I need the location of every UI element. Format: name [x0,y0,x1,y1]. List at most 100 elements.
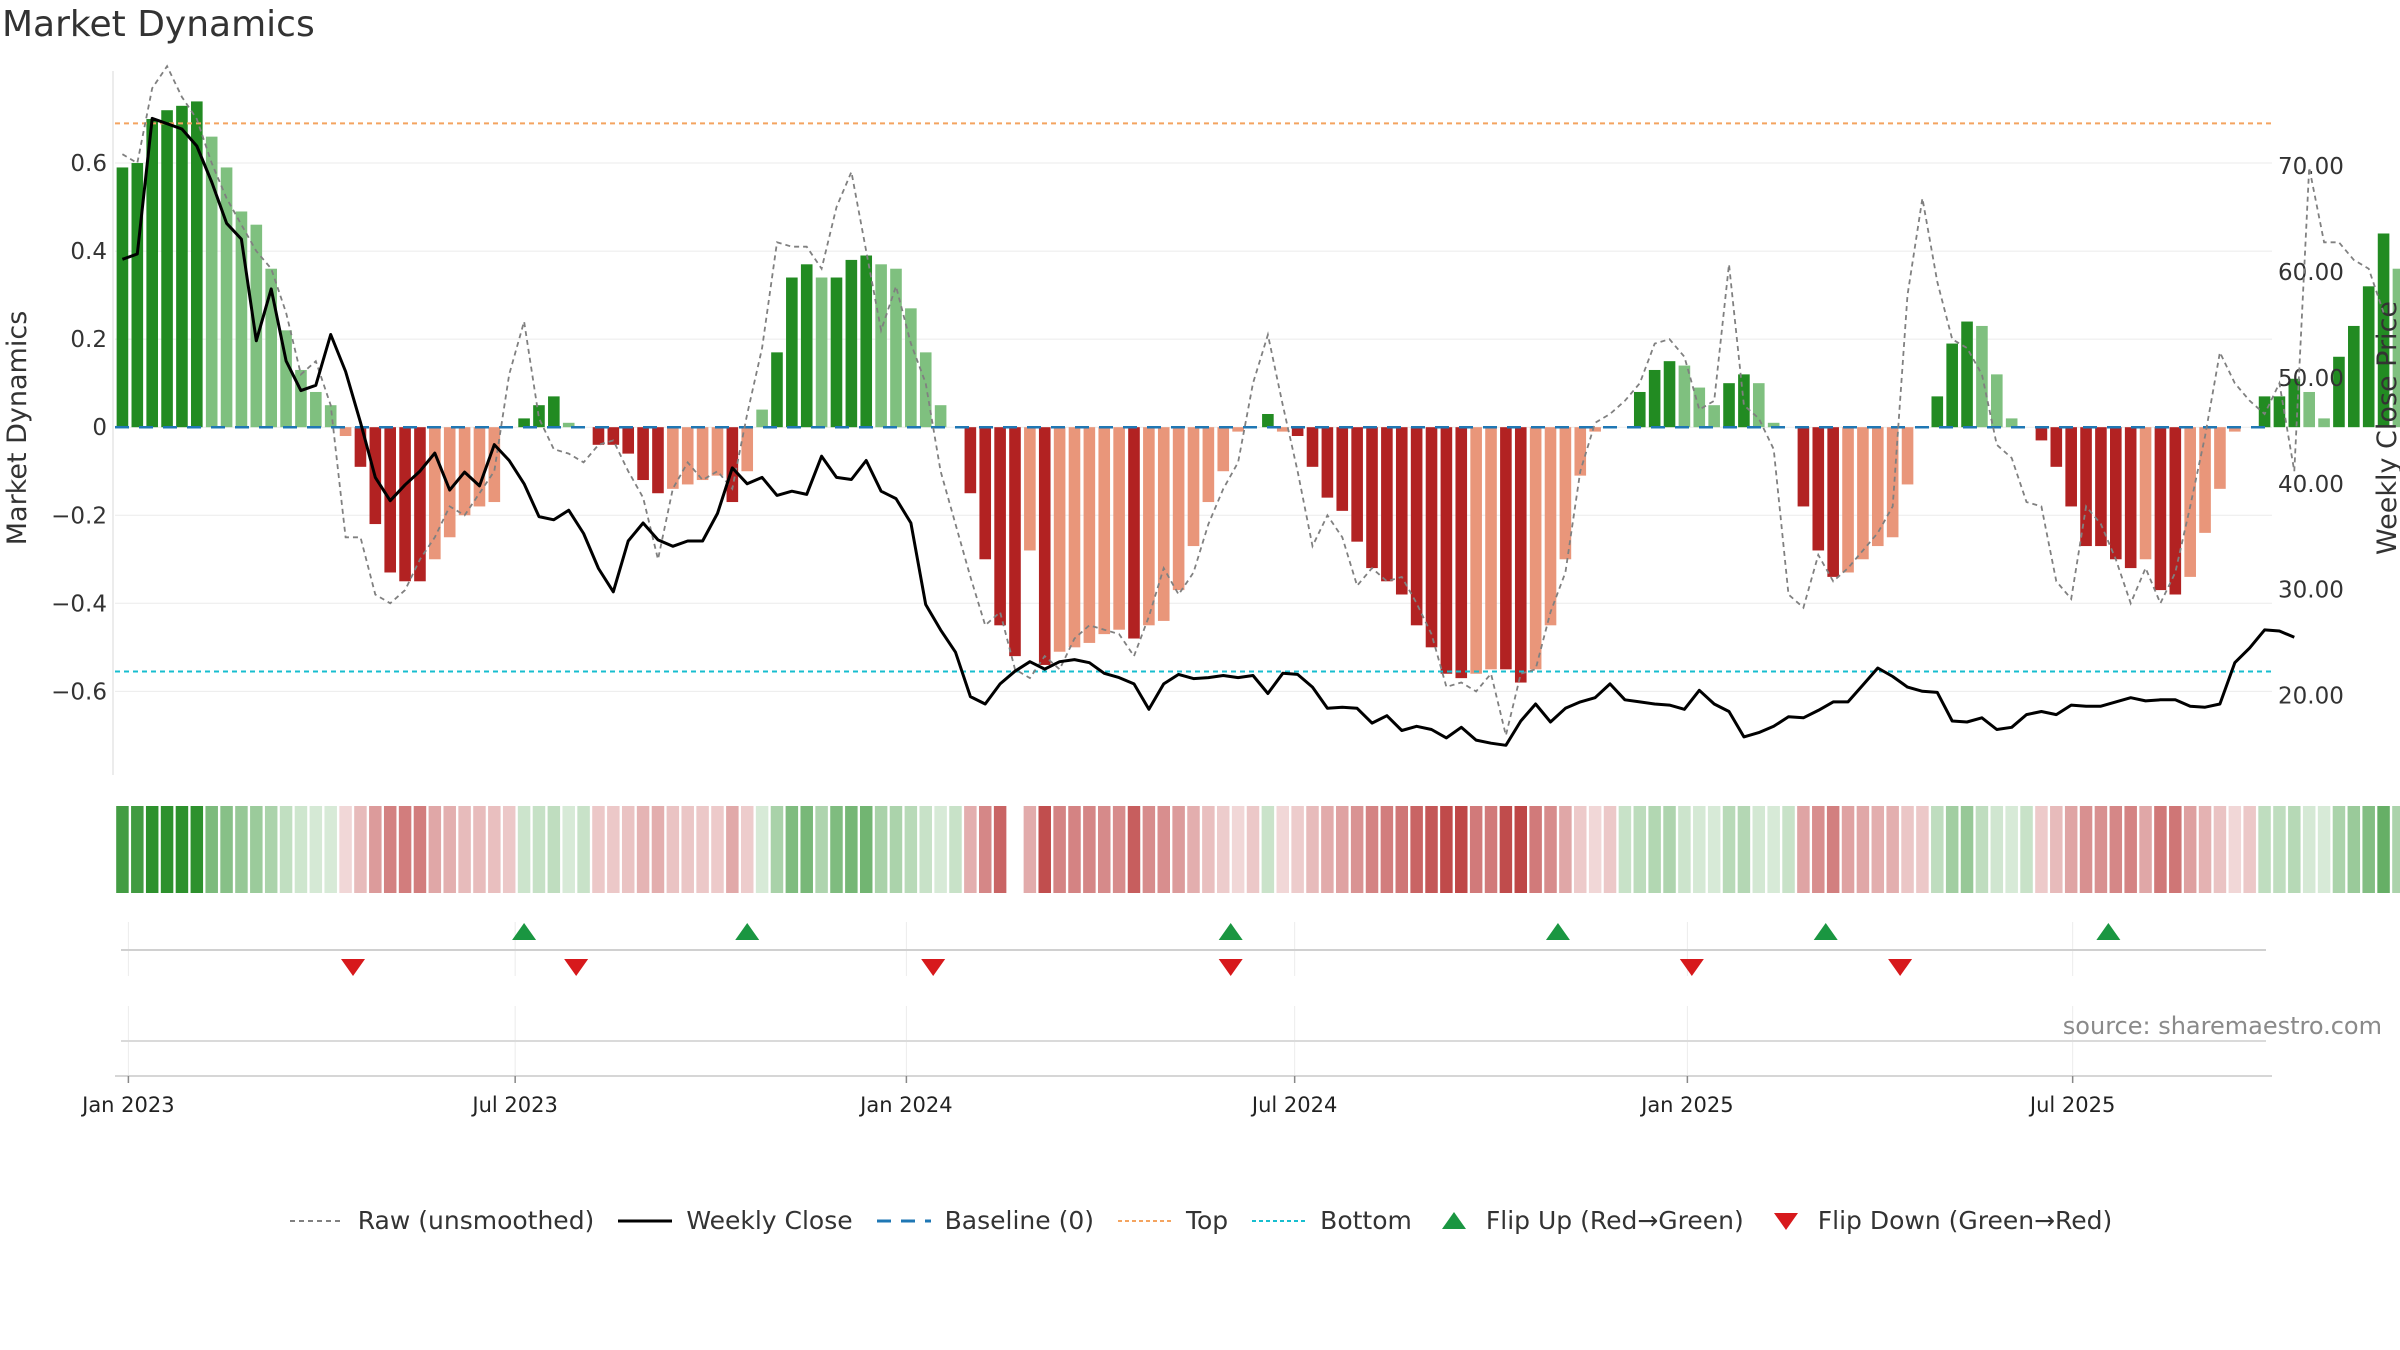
regime-strip-cell [1574,806,1587,893]
dynamics-bar [176,105,188,428]
regime-strip-cell [175,806,189,893]
legend-label-bottom: Bottom [1320,1206,1412,1235]
regime-strip-cell [1217,806,1230,893]
dynamics-bar [2214,427,2226,489]
top-line-swatch [1117,1219,1172,1222]
regime-strip-cell [1618,806,1632,893]
dynamics-bar [429,427,441,560]
dynamics-bar [533,405,545,428]
dynamics-bar [2273,396,2286,428]
dynamics-bar [1767,422,1780,428]
dynamics-bar [726,427,739,503]
regime-strip-cell [413,806,427,893]
regime-strip-cell [1722,806,1736,893]
regime-strip-cell [2302,806,2316,893]
regime-strip-cell [607,806,620,893]
regime-strip-cell [978,806,992,893]
dynamics-bar [2095,427,2107,547]
y2-tick-label: 30.00 [2278,578,2344,604]
dynamics-bar [667,427,679,489]
dynamics-bar [607,427,620,445]
close-line-swatch [618,1219,673,1222]
dynamics-bar [771,352,783,428]
regime-strip-cell [2198,806,2212,893]
y-tick-label: 0 [92,415,107,441]
x-tick-label: Jan 2023 [80,1093,175,1117]
dynamics-bar [280,330,292,428]
left-axis: −0.6 −0.4 −0.2 0 0.2 0.4 0.6 Market Dynamics [2,151,107,705]
dynamics-bar [2139,427,2152,560]
regime-strip-cell [2139,806,2152,893]
x-tick-label: Jul 2025 [2028,1093,2115,1117]
dynamics-bar [1886,427,1899,538]
y2-tick-label: 50.00 [2278,366,2344,392]
regime-strip-cell [1663,806,1676,893]
regime-strip-cell [1484,806,1498,893]
regime-strip-cell [1276,806,1290,893]
dynamics-bar [2065,427,2077,507]
dynamics-bar [1068,427,1081,648]
raw-line-swatch [289,1219,344,1222]
regime-strip-cell [279,806,293,893]
regime-strip-cell [1812,806,1825,893]
regime-strip-cell [1648,806,1661,893]
dynamics-bar [1485,427,1497,670]
dynamics-bar [324,405,337,428]
dynamics-bar [518,418,530,428]
regime-strip-cell [1172,806,1185,893]
regime-strip-cell [1797,806,1810,893]
raw-unsmoothed-line [121,64,2385,736]
dynamics-bar [1961,321,1973,428]
x-tick-label: Jan 2024 [858,1093,953,1117]
regime-strip-cell [2273,806,2286,893]
regime-strip-cell [696,806,709,893]
dynamics-bar [905,308,917,428]
regime-strip-cell [2213,806,2227,893]
legend-label-raw: Raw (unsmoothed) [357,1206,595,1235]
y-tick-label: 0.4 [70,239,107,265]
dynamics-bar [2154,427,2167,591]
dynamics-bar [1306,427,1319,467]
regime-strip-cell [1187,806,1200,893]
dynamics-bar [1500,427,1512,670]
dynamics-bar [220,167,233,428]
regime-strip-cell [2288,806,2301,893]
dynamics-bar [2124,427,2137,569]
weekly-close-line [121,116,2295,747]
dynamics-bar [295,369,307,428]
regime-strip-cell [354,806,367,893]
regime-strip-cell [859,806,873,893]
dynamics-bar [592,427,605,445]
dynamics-bar [1797,427,1810,507]
legend-item-flip-down: Flip Down (Green→Red) [1766,1206,2113,1235]
legend-label-flip-down: Flip Down (Green→Red) [1817,1206,2113,1235]
dynamics-bar [875,264,887,428]
dynamics-bar [2258,396,2271,428]
dynamics-bar [2303,391,2315,428]
regime-strip-cell [250,806,263,893]
regime-strip-cell [621,806,635,893]
regime-strip-cell [1886,806,1899,893]
regime-strip-cell [845,806,858,893]
legend-item-flip-up: Flip Up (Red→Green) [1434,1206,1744,1235]
regime-strip-cell [1306,806,1319,893]
dynamics-bar [2288,378,2301,428]
dynamics-bar [696,427,709,481]
dynamics-bar [994,427,1006,626]
regime-strip-cell [1737,806,1751,893]
regime-strip-cell [517,806,531,893]
regime-strip-cell [369,806,382,893]
regime-strip-cell [398,806,412,893]
dynamics-bar [1990,374,2003,428]
regime-strip-cell [1231,806,1245,893]
dynamics-bar [1723,383,1735,428]
regime-strip-cell [131,806,144,893]
regime-strip-cell [726,806,739,893]
flip-down-marker [921,959,946,976]
regime-strip-cell [800,806,813,893]
dynamics-bar [1529,427,1542,670]
regime-strip-cell [1127,806,1141,893]
y2-axis-title: Weekly Close Price [2372,301,2400,555]
regime-strip-cell [1544,806,1557,893]
